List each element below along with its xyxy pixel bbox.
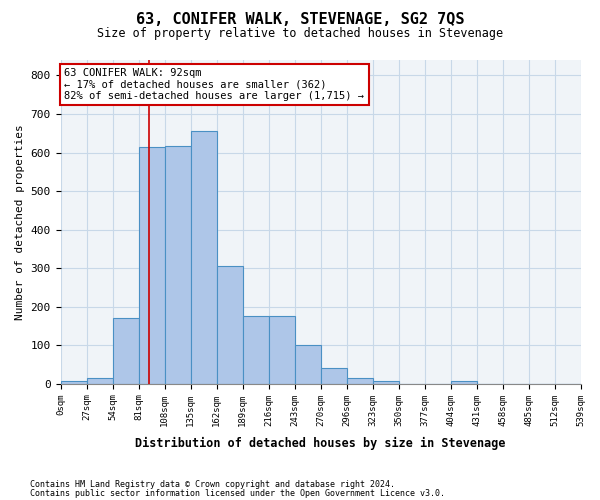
Bar — [113, 318, 139, 384]
Bar — [347, 378, 373, 384]
Text: Contains HM Land Registry data © Crown copyright and database right 2024.: Contains HM Land Registry data © Crown c… — [30, 480, 395, 489]
Bar — [217, 266, 242, 384]
Bar — [139, 146, 164, 384]
Bar — [451, 380, 476, 384]
Bar — [320, 368, 347, 384]
Text: 63 CONIFER WALK: 92sqm
← 17% of detached houses are smaller (362)
82% of semi-de: 63 CONIFER WALK: 92sqm ← 17% of detached… — [64, 68, 364, 101]
Bar — [191, 132, 217, 384]
Bar — [86, 378, 113, 384]
Y-axis label: Number of detached properties: Number of detached properties — [15, 124, 25, 320]
Text: 63, CONIFER WALK, STEVENAGE, SG2 7QS: 63, CONIFER WALK, STEVENAGE, SG2 7QS — [136, 12, 464, 28]
Bar — [164, 146, 191, 384]
Text: Contains public sector information licensed under the Open Government Licence v3: Contains public sector information licen… — [30, 488, 445, 498]
Bar — [373, 380, 398, 384]
Bar — [61, 380, 86, 384]
Bar — [242, 316, 269, 384]
X-axis label: Distribution of detached houses by size in Stevenage: Distribution of detached houses by size … — [135, 437, 506, 450]
Text: Size of property relative to detached houses in Stevenage: Size of property relative to detached ho… — [97, 28, 503, 40]
Bar — [269, 316, 295, 384]
Bar — [295, 346, 320, 384]
